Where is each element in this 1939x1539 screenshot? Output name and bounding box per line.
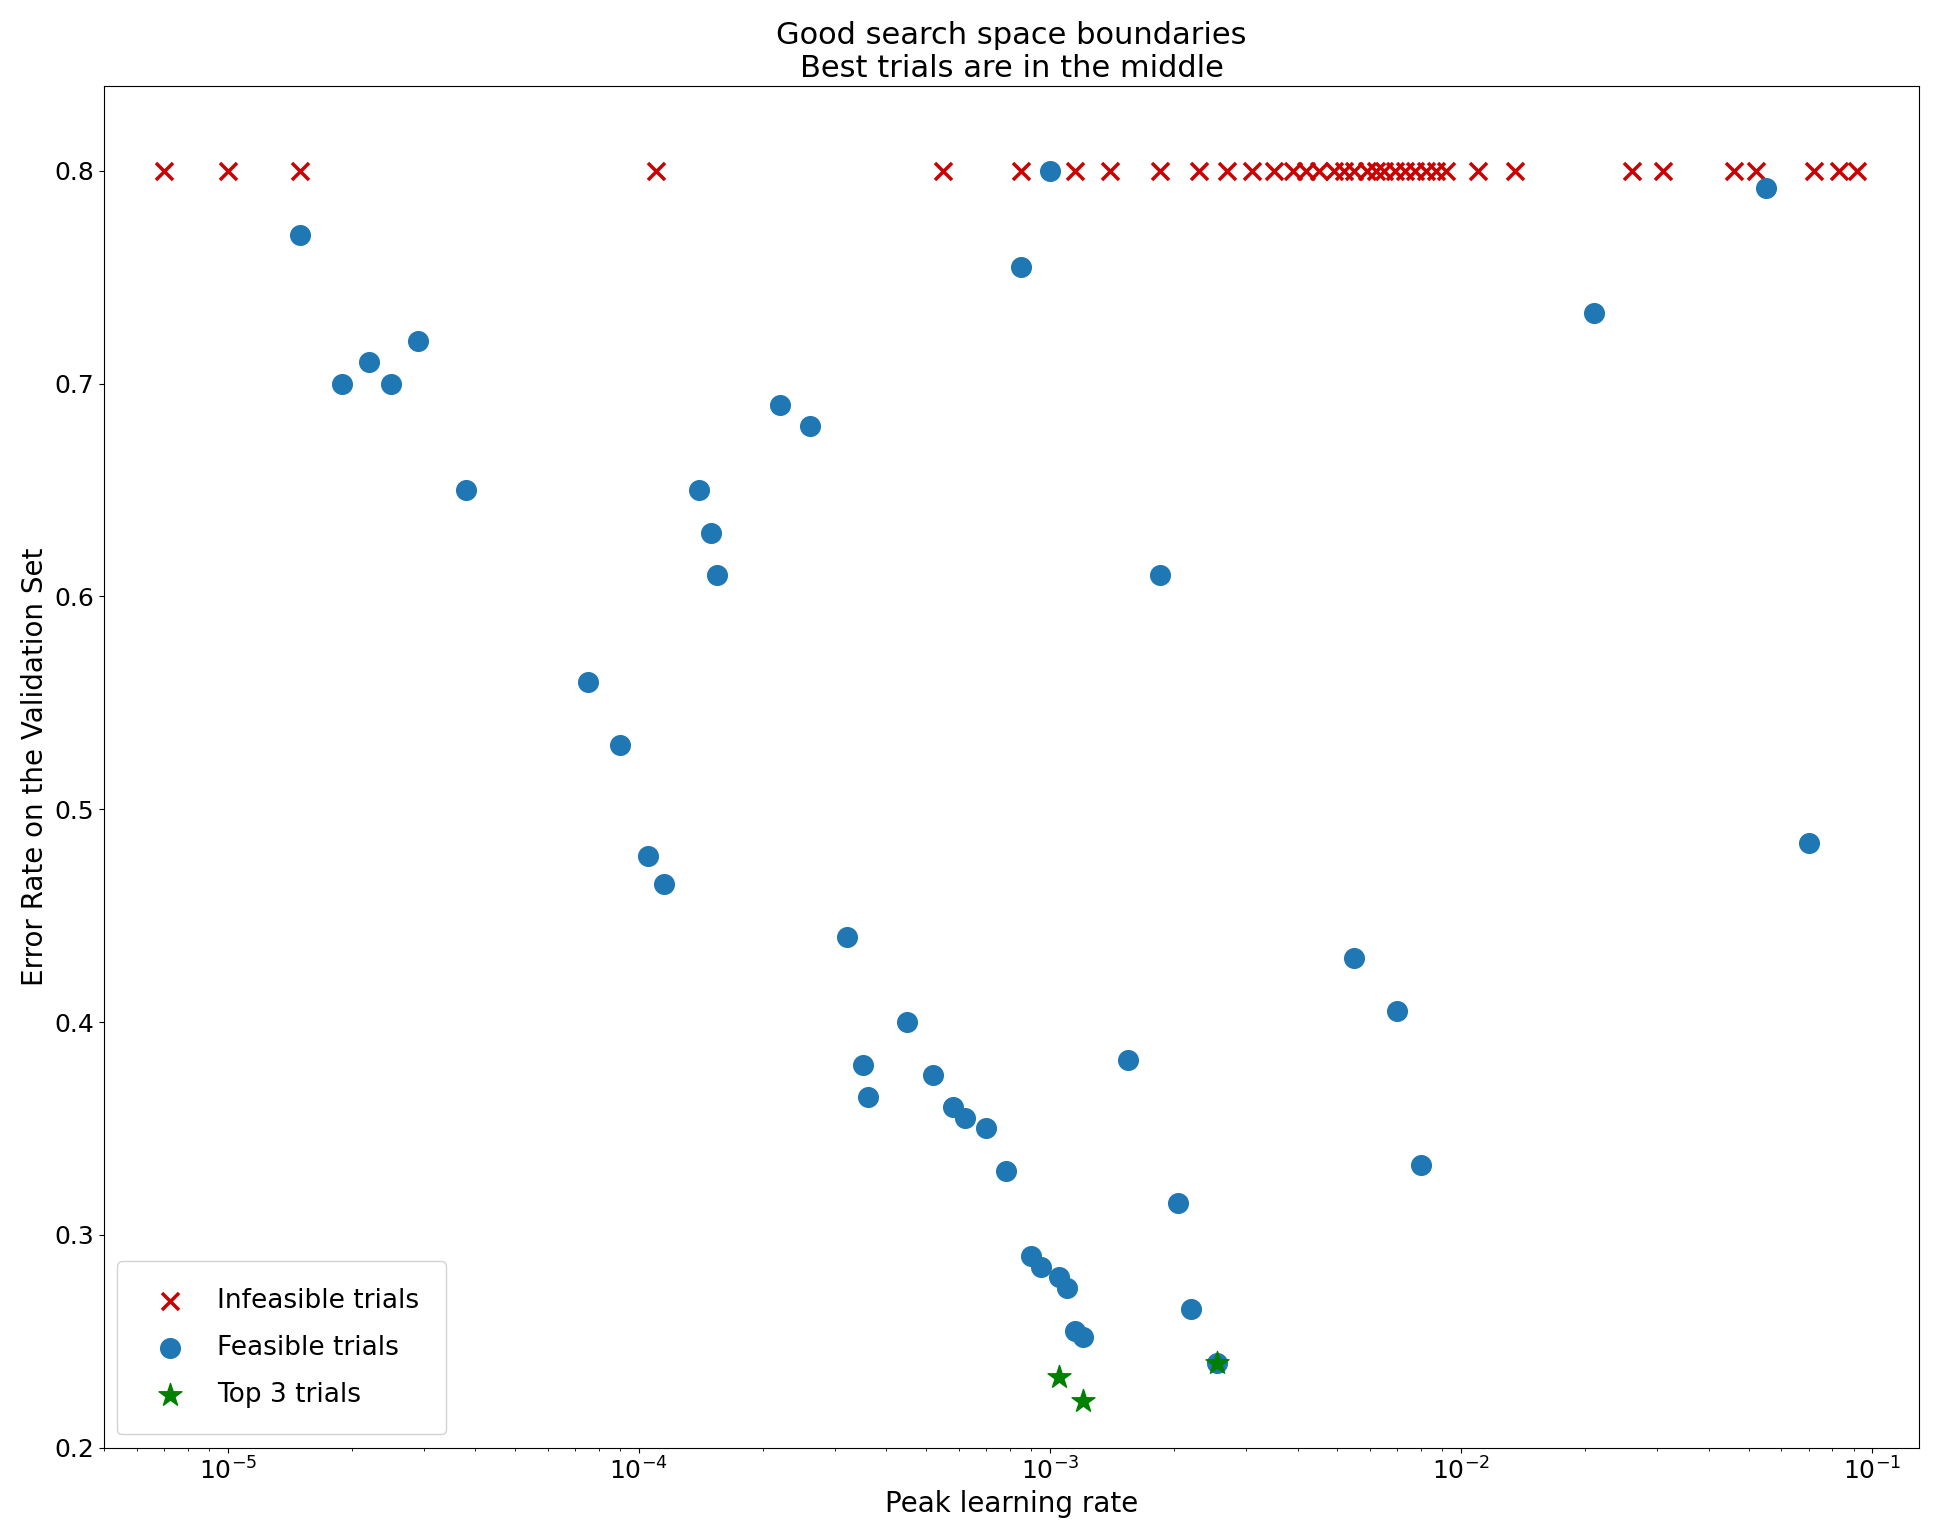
Top 3 trials (1200, 1350, 1231, 1374)
Infeasible trials (1410, 159, 1441, 183)
Infeasible trials (1431, 159, 1462, 183)
Infeasible trials (1278, 159, 1309, 183)
Feasible trials (1016, 1244, 1047, 1268)
Feasible trials (1576, 302, 1607, 326)
Feasible trials (1749, 175, 1780, 200)
Feasible trials (830, 925, 861, 950)
Feasible trials (1051, 1276, 1082, 1300)
Feasible trials (1066, 1325, 1097, 1350)
Feasible trials (892, 1010, 923, 1034)
Infeasible trials (1183, 159, 1214, 183)
Feasible trials (353, 349, 384, 374)
Infeasible trials (1646, 159, 1677, 183)
Infeasible trials (1718, 159, 1749, 183)
Infeasible trials (1615, 159, 1646, 183)
Feasible trials (1338, 946, 1369, 971)
Infeasible trials (1359, 159, 1390, 183)
Top 3 trials (1066, 1388, 1097, 1413)
Feasible trials (793, 414, 824, 439)
Feasible trials (917, 1063, 948, 1088)
Infeasible trials (1823, 159, 1854, 183)
Feasible trials (1161, 1191, 1192, 1216)
Infeasible trials (1388, 159, 1419, 183)
Feasible trials (847, 1053, 878, 1077)
Feasible trials (632, 843, 663, 868)
Feasible trials (1004, 254, 1035, 279)
Infeasible trials (1338, 159, 1369, 183)
Feasible trials (702, 563, 733, 588)
Feasible trials (970, 1116, 1001, 1140)
X-axis label: Peak learning rate: Peak learning rate (884, 1490, 1138, 1517)
Feasible trials (401, 329, 432, 354)
Infeasible trials (1419, 159, 1450, 183)
Infeasible trials (1379, 159, 1410, 183)
Feasible trials (1059, 1319, 1090, 1344)
Infeasible trials (211, 159, 242, 183)
Infeasible trials (1289, 159, 1320, 183)
Feasible trials (1406, 1153, 1437, 1177)
Feasible trials (1033, 159, 1065, 183)
Infeasible trials (1499, 159, 1530, 183)
Feasible trials (450, 477, 481, 502)
Feasible trials (696, 520, 727, 545)
Y-axis label: Error Rate on the Validation Set: Error Rate on the Validation Set (21, 548, 48, 986)
Infeasible trials (1739, 159, 1770, 183)
Infeasible trials (1094, 159, 1125, 183)
Infeasible trials (1462, 159, 1493, 183)
Infeasible trials (1328, 159, 1359, 183)
Infeasible trials (1840, 159, 1871, 183)
Infeasible trials (1059, 159, 1090, 183)
Infeasible trials (640, 159, 671, 183)
Infeasible trials (1398, 159, 1429, 183)
Legend: Infeasible trials, Feasible trials, Top 3 trials: Infeasible trials, Feasible trials, Top … (116, 1262, 446, 1434)
Infeasible trials (927, 159, 958, 183)
Feasible trials (605, 733, 636, 757)
Feasible trials (1175, 1297, 1206, 1322)
Feasible trials (1144, 563, 1175, 588)
Feasible trials (683, 477, 714, 502)
Feasible trials (1200, 1350, 1231, 1374)
Infeasible trials (1797, 159, 1828, 183)
Infeasible trials (1319, 159, 1350, 183)
Infeasible trials (1235, 159, 1266, 183)
Feasible trials (851, 1085, 882, 1110)
Infeasible trials (149, 159, 180, 183)
Feasible trials (326, 371, 357, 396)
Infeasible trials (1351, 159, 1383, 183)
Feasible trials (1113, 1048, 1144, 1073)
Title: Good search space boundaries
Best trials are in the middle: Good search space boundaries Best trials… (776, 22, 1247, 83)
Feasible trials (376, 371, 407, 396)
Feasible trials (948, 1105, 979, 1130)
Feasible trials (648, 871, 679, 896)
Infeasible trials (1144, 159, 1175, 183)
Infeasible trials (285, 159, 316, 183)
Infeasible trials (1004, 159, 1035, 183)
Infeasible trials (1369, 159, 1400, 183)
Feasible trials (1792, 831, 1823, 856)
Feasible trials (1043, 1265, 1074, 1290)
Feasible trials (285, 223, 316, 248)
Infeasible trials (1258, 159, 1289, 183)
Feasible trials (1381, 999, 1412, 1023)
Top 3 trials (1043, 1365, 1074, 1390)
Feasible trials (764, 392, 795, 417)
Feasible trials (989, 1159, 1020, 1183)
Feasible trials (937, 1094, 968, 1119)
Infeasible trials (1212, 159, 1243, 183)
Feasible trials (572, 669, 603, 694)
Infeasible trials (1303, 159, 1334, 183)
Feasible trials (1026, 1254, 1057, 1279)
